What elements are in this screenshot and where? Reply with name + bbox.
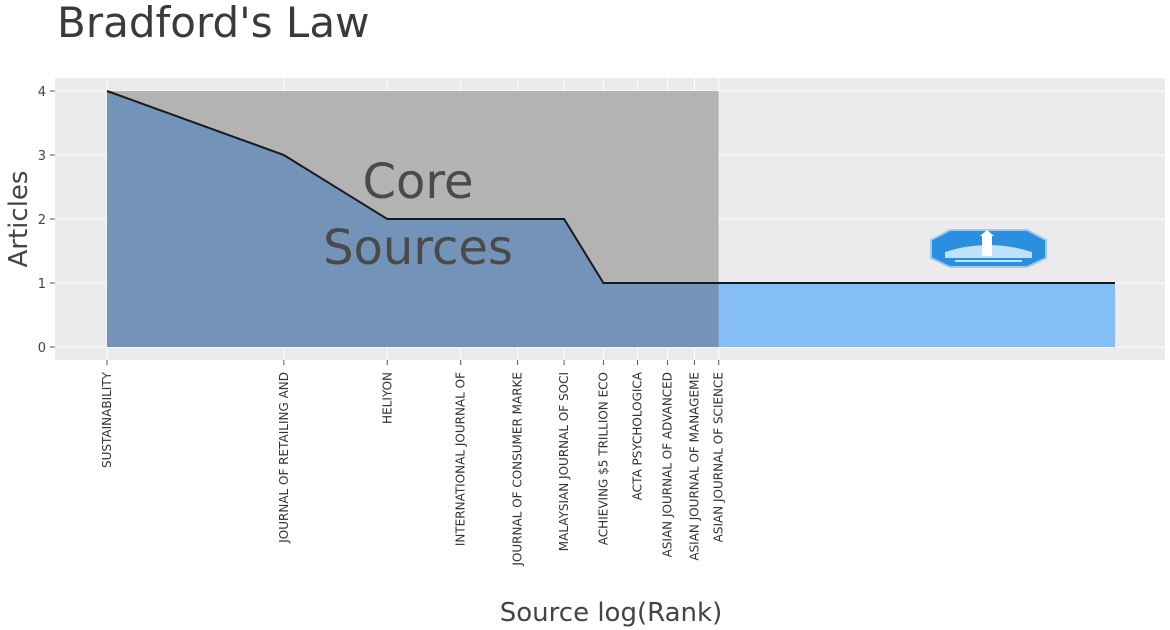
core-label-line2: Sources <box>323 220 513 276</box>
y-tick-label: 0 <box>38 341 46 356</box>
y-tick-label: 1 <box>38 277 46 292</box>
x-axis-ticks: SUSTAINABILITY JOURNAL OF RETAILING AND HE… <box>100 360 726 567</box>
x-tick-label: ACHIEVING $5 TRILLION ECO <box>596 372 610 545</box>
y-tick-label: 2 <box>38 213 46 228</box>
chart-title: Bradford's Law <box>57 0 370 47</box>
x-tick-label: JOURNAL OF CONSUMER MARKE <box>511 372 525 567</box>
tail-sources-area <box>718 283 1115 347</box>
x-tick-label: ASIAN JOURNAL OF SCIENCE <box>712 372 726 542</box>
x-tick-label: HELIYON <box>380 372 394 424</box>
x-tick-label: INTERNATIONAL JOURNAL OF <box>454 372 468 546</box>
core-label-line1: Core <box>362 154 473 210</box>
y-tick-label: 4 <box>38 85 46 100</box>
y-tick-label: 3 <box>38 149 46 164</box>
x-tick-label: ACTA PSYCHOLOGICA <box>630 371 644 500</box>
x-tick-label: SUSTAINABILITY <box>100 371 114 468</box>
x-tick-label: MALAYSIAN JOURNAL OF SOCI <box>557 372 571 551</box>
x-tick-label: JOURNAL OF RETAILING AND <box>277 372 291 544</box>
y-axis-title: Articles <box>4 171 34 268</box>
articles-line <box>106 90 1115 284</box>
x-tick-label: ASIAN JOURNAL OF ADVANCED <box>661 372 675 557</box>
x-tick-label: ASIAN JOURNAL OF MANAGEME <box>687 372 701 561</box>
watermark-logo-icon <box>930 229 1047 268</box>
x-axis-title: Source log(Rank) <box>500 598 722 628</box>
y-axis-ticks: 0 1 2 3 4 <box>38 85 55 356</box>
